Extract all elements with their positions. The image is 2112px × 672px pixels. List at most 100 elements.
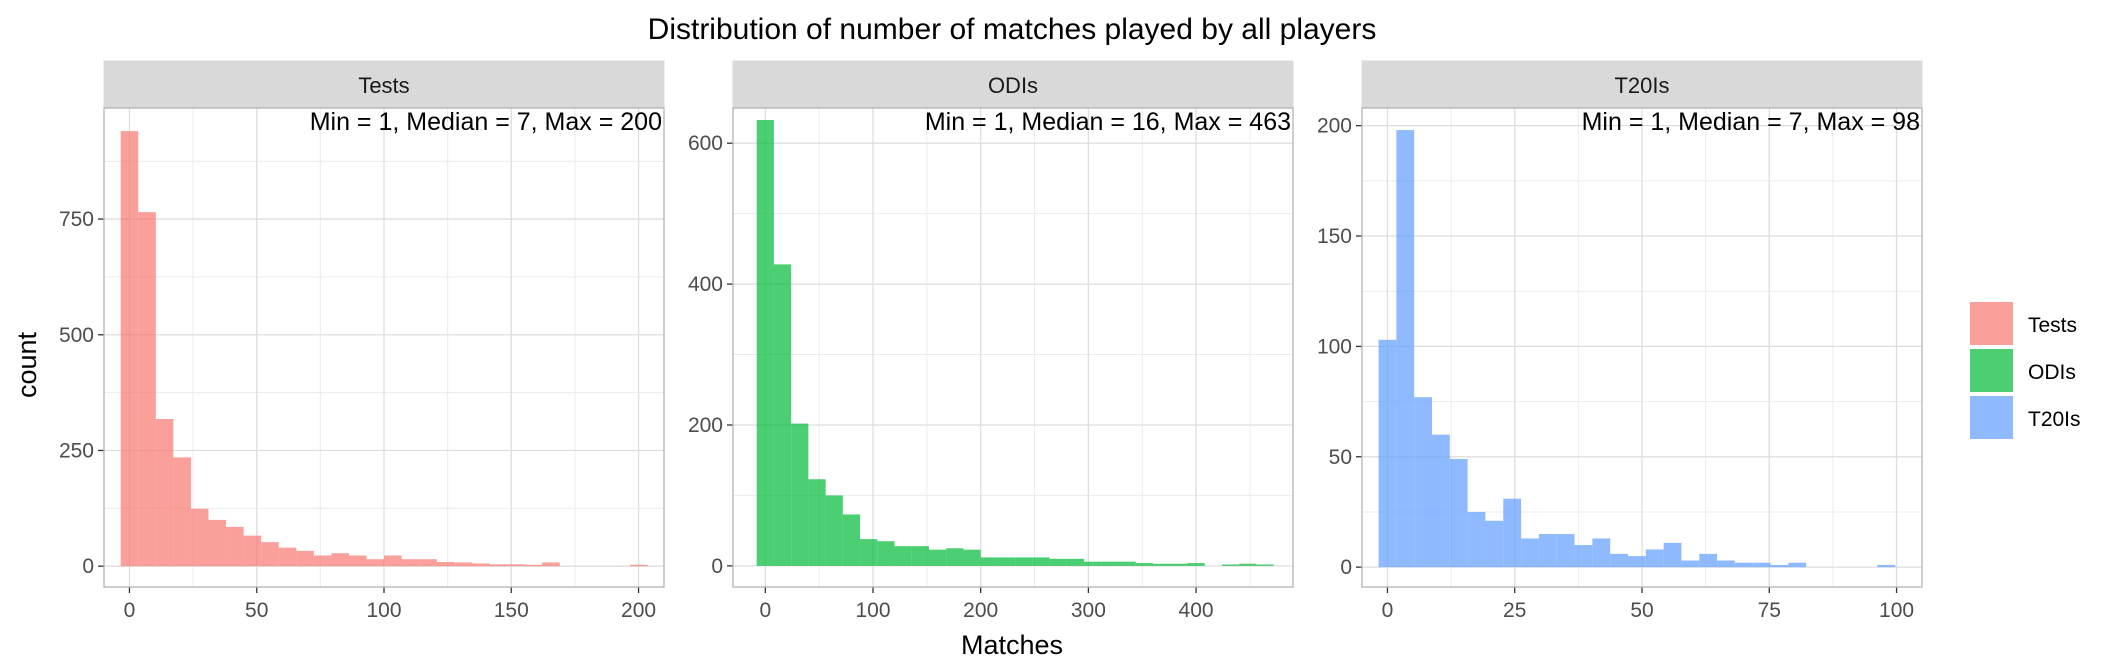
histogram-bar	[1556, 534, 1575, 568]
histogram-bar	[1752, 562, 1771, 568]
histogram-bar	[243, 535, 262, 567]
y-tick-label: 0	[711, 555, 723, 578]
facet-panel-tests: Tests 0 50 100 150 200 0 250 500 750 Min = 1, Medi…	[59, 60, 665, 622]
histogram-bar	[1101, 561, 1119, 566]
y-axis-label: count	[12, 331, 42, 398]
histogram-bar	[1135, 563, 1153, 566]
x-tick-label: 100	[855, 599, 890, 622]
chart-title: Distribution of number of matches played…	[648, 13, 1377, 46]
x-tick-label: 100	[1879, 599, 1914, 622]
histogram-bar	[349, 555, 367, 567]
x-tick-label: 0	[759, 599, 771, 622]
histogram-bar	[1378, 339, 1397, 568]
histogram-bar	[1592, 538, 1611, 568]
histogram-bar	[1538, 534, 1557, 568]
x-tick-label: 150	[494, 599, 529, 622]
histogram-bar	[1170, 563, 1188, 566]
x-axis-label: Matches	[961, 630, 1063, 660]
legend-label: T20Is	[2028, 408, 2081, 431]
histogram-bar	[313, 555, 332, 567]
y-tick-label: 0	[1340, 556, 1352, 579]
histogram-bar	[366, 559, 385, 567]
facet-strip	[732, 60, 1294, 108]
facet-strip-label: T20Is	[1614, 73, 1669, 98]
y-tick-label: 750	[59, 208, 94, 231]
y-tick-label: 150	[1317, 225, 1352, 248]
histogram-bar	[1414, 397, 1432, 568]
histogram-bar	[894, 546, 912, 566]
histogram-bar	[929, 549, 947, 566]
x-tick-label: 0	[1382, 599, 1394, 622]
histogram-bar	[454, 562, 472, 567]
y-tick-label: 250	[59, 439, 94, 462]
histogram-bar	[1628, 556, 1646, 568]
histogram-bar	[1574, 545, 1593, 568]
histogram-bar	[1432, 434, 1450, 568]
histogram-bar	[1699, 553, 1718, 568]
histogram-bar	[842, 514, 861, 566]
histogram-bar	[190, 508, 209, 567]
histogram-bar	[791, 423, 809, 566]
x-tick-label: 75	[1758, 599, 1781, 622]
histogram-bar	[630, 564, 648, 567]
histogram-bar	[120, 131, 139, 567]
summary-annotation: Min = 1, Median = 7, Max = 98	[1582, 108, 1920, 136]
legend-key-odis	[1970, 349, 2013, 392]
histogram-bar	[911, 546, 929, 566]
y-tick-label: 200	[688, 414, 723, 437]
facet-strip-label: Tests	[358, 73, 409, 98]
histogram-bar	[1788, 562, 1807, 568]
histogram-bar	[1049, 558, 1067, 566]
histogram-bar	[1153, 563, 1171, 566]
histogram-bar	[1066, 558, 1085, 566]
histogram-bar	[507, 564, 525, 567]
panel-border	[103, 107, 665, 588]
histogram-bar	[173, 457, 191, 567]
x-tick-label: 400	[1179, 599, 1214, 622]
y-tick-label: 50	[1329, 446, 1352, 469]
histogram-bar	[1717, 560, 1735, 568]
histogram-bar	[1256, 564, 1274, 566]
histogram-bar	[419, 559, 437, 567]
histogram-bar	[1015, 557, 1033, 566]
histogram-bar	[208, 519, 227, 567]
y-tick-label: 0	[82, 555, 94, 578]
histogram-bar	[138, 212, 156, 567]
facet-strip	[1361, 60, 1923, 108]
y-tick-label: 600	[688, 132, 723, 155]
histogram-bar	[1221, 564, 1240, 566]
histogram-bar	[1681, 560, 1700, 568]
histogram-bar	[1663, 542, 1682, 568]
histogram-bar	[1467, 511, 1486, 568]
histogram-bar	[542, 562, 560, 567]
summary-annotation: Min = 1, Median = 7, Max = 200	[310, 108, 662, 136]
histogram-bar	[1084, 561, 1102, 566]
facet-panel-odis: ODIs 0 100 200 300 400 0 200 400 600 Min = 1, Medi…	[688, 60, 1294, 622]
histogram-bar	[331, 553, 349, 567]
histogram-bar	[825, 495, 843, 566]
histogram-bar	[1118, 561, 1136, 566]
histogram-bar	[1503, 498, 1522, 568]
histogram-bar	[384, 555, 402, 567]
histogram-bar	[436, 562, 455, 567]
histogram-bar	[997, 557, 1016, 566]
histogram-bar	[1449, 458, 1468, 568]
x-tick-label: 200	[621, 599, 656, 622]
x-tick-label: 25	[1503, 599, 1526, 622]
panel-border	[732, 107, 1294, 588]
y-tick-label: 400	[688, 273, 723, 296]
x-tick-label: 50	[245, 599, 268, 622]
histogram-bar	[860, 539, 878, 566]
histogram-bar	[471, 563, 490, 567]
histogram-bar	[401, 559, 420, 567]
histogram-bar	[808, 479, 826, 566]
facet-panel-t20is: T20Is 0 25 50 75 100 0 50 100 150 200 Min = 1, Medi…	[1317, 60, 1923, 622]
histogram-bar	[1032, 557, 1050, 566]
histogram-bar	[261, 542, 279, 567]
facet-strip	[103, 60, 665, 108]
x-tick-label: 100	[366, 599, 401, 622]
histogram-bar	[756, 119, 774, 566]
y-tick-label: 100	[1317, 335, 1352, 358]
